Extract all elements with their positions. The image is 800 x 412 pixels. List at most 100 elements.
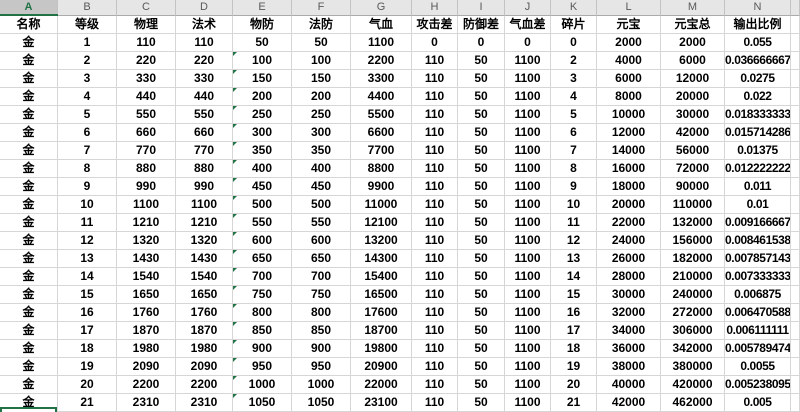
cell-F10[interactable]: 450: [292, 178, 351, 196]
cell-A17[interactable]: 金: [0, 304, 58, 322]
cell-G19[interactable]: 19800: [351, 340, 412, 358]
cell-K17[interactable]: 16: [551, 304, 597, 322]
cell-G9[interactable]: 8800: [351, 160, 412, 178]
cell-H11[interactable]: 110: [412, 196, 458, 214]
cell-D17[interactable]: 1760: [176, 304, 233, 322]
cell-C6[interactable]: 550: [117, 106, 176, 124]
cell-C22[interactable]: 2310: [117, 394, 176, 412]
cell-overflow[interactable]: [791, 196, 800, 214]
cell-G4[interactable]: 3300: [351, 70, 412, 88]
cell-M15[interactable]: 210000: [661, 268, 725, 286]
cell-N12[interactable]: 0.009166667: [725, 214, 791, 232]
cell-D1[interactable]: 法术: [176, 16, 233, 34]
cell-F5[interactable]: 200: [292, 88, 351, 106]
cell-overflow[interactable]: [791, 106, 800, 124]
cell-H10[interactable]: 110: [412, 178, 458, 196]
cell-M3[interactable]: 6000: [661, 52, 725, 70]
cell-overflow[interactable]: [791, 376, 800, 394]
cell-overflow[interactable]: [791, 322, 800, 340]
cell-D10[interactable]: 990: [176, 178, 233, 196]
cell-I8[interactable]: 50: [458, 142, 505, 160]
cell-K5[interactable]: 4: [551, 88, 597, 106]
cell-E13[interactable]: 600: [233, 232, 292, 250]
cell-B6[interactable]: 5: [58, 106, 117, 124]
cell-N14[interactable]: 0.007857143: [725, 250, 791, 268]
cell-F12[interactable]: 550: [292, 214, 351, 232]
cell-I3[interactable]: 50: [458, 52, 505, 70]
column-header-C[interactable]: C: [117, 0, 176, 16]
cell-B1[interactable]: 等级: [58, 16, 117, 34]
cell-H1[interactable]: 攻击差: [412, 16, 458, 34]
cell-K20[interactable]: 19: [551, 358, 597, 376]
cell-F20[interactable]: 950: [292, 358, 351, 376]
cell-H3[interactable]: 110: [412, 52, 458, 70]
cell-G5[interactable]: 4400: [351, 88, 412, 106]
cell-N1[interactable]: 输出比例: [725, 16, 791, 34]
cell-D3[interactable]: 220: [176, 52, 233, 70]
cell-G1[interactable]: 气血: [351, 16, 412, 34]
cell-G22[interactable]: 23100: [351, 394, 412, 412]
cell-B15[interactable]: 14: [58, 268, 117, 286]
cell-M17[interactable]: 272000: [661, 304, 725, 322]
column-header-I[interactable]: I: [458, 0, 505, 16]
cell-overflow[interactable]: [791, 394, 800, 412]
cell-D11[interactable]: 1100: [176, 196, 233, 214]
cell-B11[interactable]: 10: [58, 196, 117, 214]
cell-D22[interactable]: 2310: [176, 394, 233, 412]
cell-N19[interactable]: 0.005789474: [725, 340, 791, 358]
cell-J5[interactable]: 1100: [505, 88, 551, 106]
cell-overflow[interactable]: [791, 232, 800, 250]
cell-N10[interactable]: 0.011: [725, 178, 791, 196]
cell-overflow[interactable]: [791, 214, 800, 232]
cell-E12[interactable]: 550: [233, 214, 292, 232]
cell-overflow[interactable]: [791, 16, 800, 34]
cell-G10[interactable]: 9900: [351, 178, 412, 196]
cell-H2[interactable]: 0: [412, 34, 458, 52]
cell-E9[interactable]: 400: [233, 160, 292, 178]
cell-A4[interactable]: 金: [0, 70, 58, 88]
cell-M20[interactable]: 380000: [661, 358, 725, 376]
cell-M4[interactable]: 12000: [661, 70, 725, 88]
cell-D6[interactable]: 550: [176, 106, 233, 124]
cell-C7[interactable]: 660: [117, 124, 176, 142]
cell-G18[interactable]: 18700: [351, 322, 412, 340]
cell-D14[interactable]: 1430: [176, 250, 233, 268]
cell-E15[interactable]: 700: [233, 268, 292, 286]
cell-A19[interactable]: 金: [0, 340, 58, 358]
cell-J11[interactable]: 1100: [505, 196, 551, 214]
cell-F3[interactable]: 100: [292, 52, 351, 70]
cell-K9[interactable]: 8: [551, 160, 597, 178]
cell-C15[interactable]: 1540: [117, 268, 176, 286]
cell-B21[interactable]: 20: [58, 376, 117, 394]
cell-E5[interactable]: 200: [233, 88, 292, 106]
cell-overflow[interactable]: [791, 88, 800, 106]
cell-D21[interactable]: 2200: [176, 376, 233, 394]
column-header-B[interactable]: B: [58, 0, 117, 16]
cell-B2[interactable]: 1: [58, 34, 117, 52]
cell-F7[interactable]: 300: [292, 124, 351, 142]
cell-B4[interactable]: 3: [58, 70, 117, 88]
cell-C16[interactable]: 1650: [117, 286, 176, 304]
cell-M7[interactable]: 42000: [661, 124, 725, 142]
cell-H6[interactable]: 110: [412, 106, 458, 124]
cell-G20[interactable]: 20900: [351, 358, 412, 376]
cell-I16[interactable]: 50: [458, 286, 505, 304]
cell-E21[interactable]: 1000: [233, 376, 292, 394]
cell-M14[interactable]: 182000: [661, 250, 725, 268]
cell-C10[interactable]: 990: [117, 178, 176, 196]
cell-H8[interactable]: 110: [412, 142, 458, 160]
cell-G21[interactable]: 22000: [351, 376, 412, 394]
cell-L1[interactable]: 元宝: [597, 16, 661, 34]
column-header-L[interactable]: L: [597, 0, 661, 16]
cell-L22[interactable]: 42000: [597, 394, 661, 412]
cell-K8[interactable]: 7: [551, 142, 597, 160]
cell-E4[interactable]: 150: [233, 70, 292, 88]
cell-B12[interactable]: 11: [58, 214, 117, 232]
cell-B17[interactable]: 16: [58, 304, 117, 322]
cell-L7[interactable]: 12000: [597, 124, 661, 142]
cell-A16[interactable]: 金: [0, 286, 58, 304]
cell-N5[interactable]: 0.022: [725, 88, 791, 106]
cell-E17[interactable]: 800: [233, 304, 292, 322]
cell-N13[interactable]: 0.008461538: [725, 232, 791, 250]
cell-B7[interactable]: 6: [58, 124, 117, 142]
